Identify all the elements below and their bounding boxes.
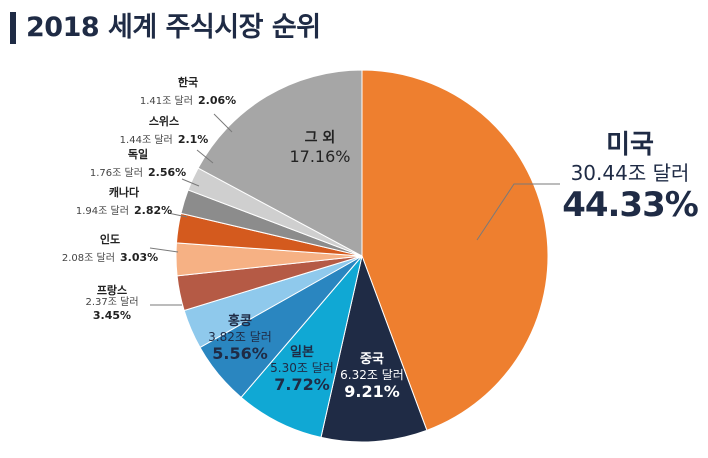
label-germany-percent: 2.56% [147,166,187,180]
leader-line-germany [181,178,200,187]
pie-slice-usa [361,69,549,431]
label-hongkong-name: 홍콩 [228,314,252,329]
label-india-percent: 3.03% [119,251,159,265]
label-canada-name: 캐나다 [108,186,140,199]
label-china-amount: 6.32조 달러 [340,367,404,382]
pie-slice-other [197,69,363,257]
label-korea-amount: 1.41조 달러 [139,96,193,108]
label-japan-name: 일본 [290,345,314,360]
label-france-percent: 3.45% [92,309,132,323]
label-france-name: 프랑스 [96,284,128,297]
label-usa-amount: 30.44조 달러 [570,161,690,186]
label-usa-percent: 44.33% [562,185,699,226]
label-canada: 캐나다 1.94조 달러 2.82% [64,186,184,218]
leader-line-korea [213,113,233,133]
leader-line-canada [167,212,188,218]
label-usa: 미국 30.44조 달러 44.33% [560,130,700,226]
title-accent-bar [10,12,16,44]
label-india-name: 인도 [99,233,121,246]
label-korea-name: 한국 [177,76,199,89]
label-china-percent: 9.21% [344,381,400,401]
label-other-percent: 17.16% [289,146,351,166]
label-other: 그 외 17.16% [270,130,370,166]
label-india-amount: 2.08조 달러 [61,253,115,265]
label-other-name: 그 외 [304,130,336,146]
leader-line-switzerland [196,149,214,164]
label-germany-name: 독일 [127,148,149,161]
pie-slice-china [320,254,428,443]
label-usa-name: 미국 [606,130,654,160]
leader-line-india [149,247,179,253]
chart-title: 2018 세계 주식시장 순위 [26,12,321,43]
label-france-amount: 2.37조 달러 [85,297,139,309]
label-japan-percent: 7.72% [274,374,330,394]
label-germany: 독일 1.76조 달러 2.56% [78,148,198,180]
leader-line-usa [476,183,560,241]
label-switzerland: 스위스 1.44조 달러 2.1% [104,115,224,147]
label-hongkong-amount: 3.82조 달러 [208,329,272,344]
label-france: 프랑스 2.37조 달러 3.45% [72,284,152,322]
label-china: 중국 6.32조 달러 9.21% [332,352,412,401]
label-canada-percent: 2.82% [133,204,173,218]
label-switzerland-name: 스위스 [148,115,180,128]
label-korea-percent: 2.06% [197,94,237,108]
label-switzerland-percent: 2.1% [177,133,209,147]
label-canada-amount: 1.94조 달러 [75,206,129,218]
label-switzerland-amount: 1.44조 달러 [119,135,173,147]
label-japan: 일본 5.30조 달러 7.72% [262,345,342,394]
label-hongkong: 홍콩 3.82조 달러 5.56% [200,314,280,363]
label-korea: 한국 1.41조 달러 2.06% [128,76,248,108]
label-india: 인도 2.08조 달러 3.03% [50,233,170,265]
label-china-name: 중국 [360,352,384,367]
label-hongkong-percent: 5.56% [212,343,268,363]
label-japan-amount: 5.30조 달러 [270,360,334,375]
label-germany-amount: 1.76조 달러 [89,168,143,180]
